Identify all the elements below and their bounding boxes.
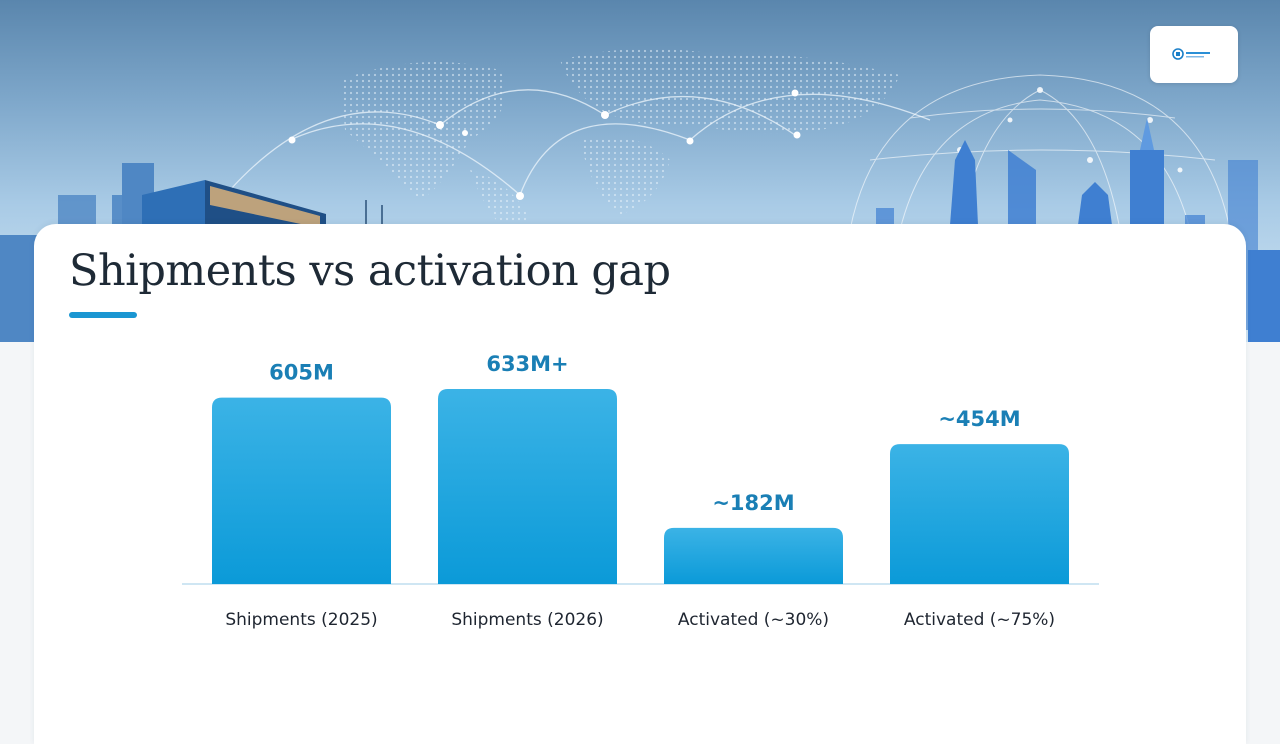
bar-chart: 605M 633M+ ~182M ~454M Shipments (2025) Ship… — [182, 352, 1099, 630]
bar-1 — [438, 389, 617, 584]
value-label-1: 633M+ — [486, 352, 568, 376]
bar-2 — [664, 527, 843, 584]
category-label-2: Activated (~30%) — [678, 610, 829, 630]
logo-card — [1150, 26, 1238, 83]
value-label-2: ~182M — [712, 491, 794, 515]
bar-0 — [212, 397, 391, 584]
value-label-3: ~454M — [938, 407, 1020, 431]
page-title: Shipments vs activation gap — [69, 246, 671, 296]
category-label-1: Shipments (2026) — [451, 610, 603, 630]
title-underline — [69, 312, 137, 318]
value-label-0: 605M — [269, 361, 334, 385]
bar-3 — [890, 444, 1069, 584]
company-logo-icon — [1172, 48, 1210, 60]
category-label-0: Shipments (2025) — [225, 610, 377, 630]
category-label-3: Activated (~75%) — [904, 610, 1055, 630]
